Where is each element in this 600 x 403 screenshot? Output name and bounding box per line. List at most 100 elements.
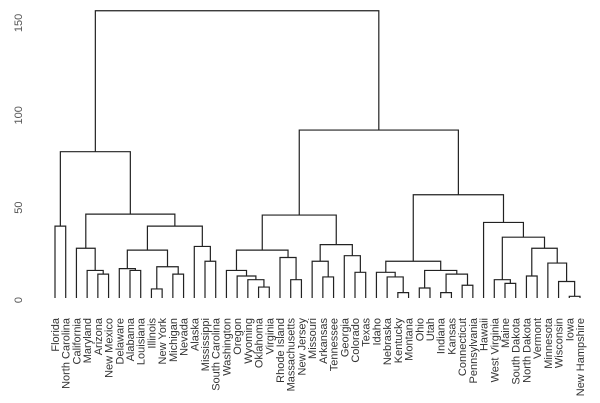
dendrogram-merge (311, 260, 329, 298)
y-tick-label: 50 (13, 202, 25, 214)
dendrogram-merge (204, 260, 217, 298)
dendrogram-merge (225, 269, 248, 298)
dendrogram-merge (75, 247, 96, 298)
leaf-label: Iowa (564, 317, 576, 341)
leaf-label: Delaware (114, 318, 126, 364)
leaf-label: Massachusetts (286, 318, 298, 392)
leaf-label: Nebraska (382, 317, 394, 365)
dendrogram-merge (375, 271, 396, 298)
leaf-label: California (71, 317, 83, 364)
dendrogram-merge (257, 286, 270, 298)
dendrogram-merge (59, 151, 131, 227)
leaf-label: Georgia (339, 317, 351, 357)
dendrogram-merge (54, 225, 67, 298)
leaf-label: Arkansas (318, 318, 330, 364)
leaf-label: Oregon (232, 318, 244, 355)
dendrogram-merge (482, 221, 525, 298)
dendrogram-merge (354, 271, 367, 298)
leaf-label: South Carolina (211, 317, 223, 391)
y-axis: 0 50 100 150 (13, 14, 25, 303)
dendrogram-merge (440, 292, 453, 298)
y-tick-label: 100 (13, 106, 25, 124)
leaf-label: Wisconsin (554, 318, 566, 368)
dendrogram-tree (54, 10, 581, 298)
dendrogram-merge (85, 213, 176, 249)
leaf-label: Kentucky (393, 318, 405, 364)
dendrogram-merge (126, 249, 169, 269)
leaf-label: North Dakota (521, 317, 533, 383)
dendrogram-merge (424, 269, 458, 288)
leaf-label: Idaho (371, 318, 383, 346)
dendrogram-merge (118, 268, 136, 298)
leaf-label: Mississippi (200, 318, 212, 371)
dendrogram-merge (412, 194, 505, 262)
dendrogram-merge (418, 287, 431, 298)
dendrogram-merge (386, 276, 404, 298)
leaf-label: West Virginia (489, 317, 501, 382)
leaf-label: Illinois (146, 318, 158, 349)
leaf-label: New Mexico (104, 318, 116, 378)
leaf-label: Tennessee (329, 318, 341, 371)
leaf-label: Hawaii (479, 318, 491, 351)
dendrogram-merge (445, 273, 469, 293)
leaf-label: Arizona (93, 317, 105, 355)
leaf-label: Alabama (125, 317, 137, 361)
y-tick-label: 150 (13, 14, 25, 32)
leaf-label: Alaska (189, 317, 201, 351)
leaf-label: South Dakota (511, 317, 523, 385)
dendrogram-merge (129, 269, 142, 298)
leaf-label: Rhode Island (275, 318, 287, 383)
leaf-label: Colorado (350, 318, 362, 363)
leaf-label: Ohio (414, 318, 426, 341)
dendrogram-merge (547, 262, 568, 298)
leaf-label: Wyoming (243, 318, 255, 364)
leaf-label: Minnesota (543, 317, 555, 369)
dendrogram-merge (343, 255, 361, 298)
leaf-label: Texas (361, 318, 373, 347)
dendrogram-merge (397, 292, 410, 298)
leaf-label: Connecticut (457, 318, 469, 376)
leaf-label: Montana (404, 317, 416, 361)
leaf-label: Nevada (179, 317, 191, 356)
leaf-label: New Hampshire (575, 318, 587, 396)
leaf-label: Washington (221, 318, 233, 376)
dendrogram-merge (322, 276, 335, 298)
dendrogram-merge (504, 282, 517, 298)
leaf-label: Missouri (307, 318, 319, 359)
leaf-label: Louisiana (136, 317, 148, 365)
dendrogram-merge (97, 273, 110, 298)
leaf-label: New Jersey (296, 318, 308, 376)
leaf-label: Pennsylvania (468, 317, 480, 383)
dendrogram-merge (193, 245, 211, 298)
dendrogram-merge (319, 243, 353, 262)
leaf-label: Maryland (82, 318, 94, 363)
y-tick-label: 0 (13, 297, 25, 303)
dendrogram-merge (493, 279, 511, 298)
dendrogram-merge (279, 256, 297, 298)
leaf-label: Indiana (436, 317, 448, 354)
dendrogram-merge (290, 279, 303, 298)
dendrogram-merge (156, 266, 179, 289)
dendrogram-merge (298, 129, 459, 216)
leaf-label: Michigan (168, 318, 180, 362)
dendrogram-merge (94, 10, 380, 152)
leaf-label: Oklahoma (254, 317, 266, 368)
dendrogram-merge (531, 247, 558, 276)
dendrogram-merge (557, 280, 576, 298)
dendrogram-merge (150, 288, 163, 298)
dendrogram-merge (501, 236, 546, 280)
leaf-label: Virginia (264, 317, 276, 354)
leaf-label: Utah (425, 318, 437, 341)
dendrogram-merge (247, 279, 265, 298)
leaf-label: Florida (50, 317, 62, 352)
dendrogram-merge (172, 273, 185, 298)
leaf-label: Kansas (446, 318, 458, 355)
dendrogram-merge (461, 284, 474, 298)
dendrogram-merge (525, 275, 538, 298)
dendrogram-merge (568, 295, 581, 298)
leaf-label: Maine (500, 318, 512, 348)
leaf-label: Vermont (532, 318, 544, 359)
leaf-label: North Carolina (61, 317, 73, 389)
